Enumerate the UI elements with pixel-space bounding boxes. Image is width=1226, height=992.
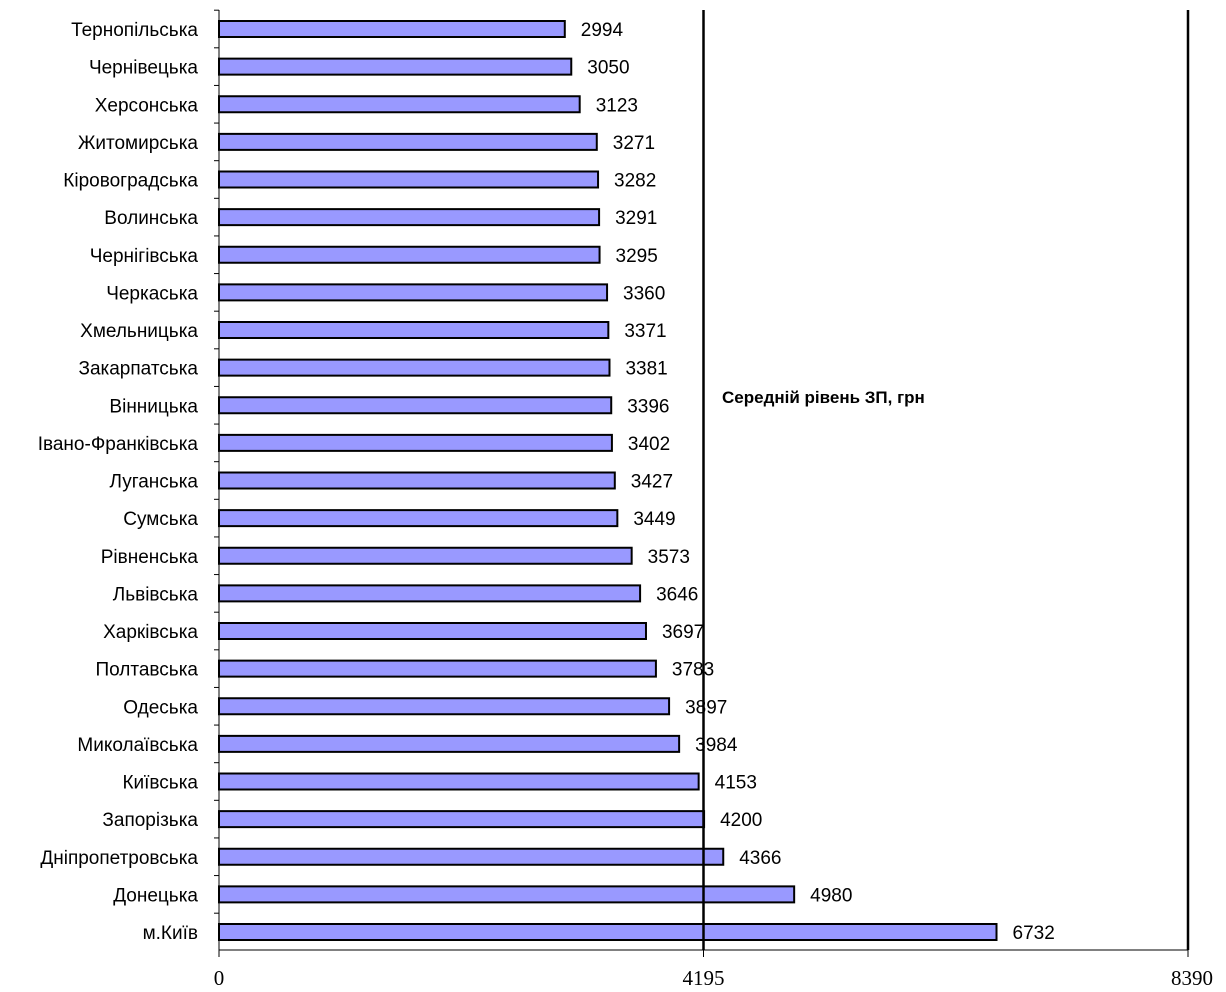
value-label: 6732 [1013, 923, 1055, 944]
value-label: 3050 [587, 58, 629, 79]
category-label: Київська [122, 773, 198, 794]
value-label: 4153 [715, 773, 757, 794]
category-label: Чернігівська [90, 246, 199, 267]
x-tick-label: 8390 [1171, 966, 1213, 990]
average-salary-annotation: Середній рівень ЗП, грн [722, 388, 925, 407]
category-label: Запорізька [102, 810, 198, 831]
bar-13 [218, 471, 616, 490]
bar-6 [218, 208, 601, 227]
category-label: Кіровоградська [63, 171, 198, 192]
bar-12 [218, 433, 613, 452]
value-label: 3271 [613, 133, 655, 154]
value-label: 3783 [672, 660, 714, 681]
bar-24 [218, 885, 796, 904]
category-label: Тернопільська [71, 20, 198, 41]
bar-19 [218, 697, 671, 716]
x-tick-label: 0 [214, 966, 225, 990]
bar-20 [218, 734, 681, 753]
value-label: 4980 [810, 885, 852, 906]
x-tick-label: 4195 [683, 966, 725, 990]
value-label: 3646 [656, 584, 698, 605]
bar-4 [218, 132, 598, 151]
bar-7 [218, 245, 601, 264]
bar-1 [218, 20, 566, 38]
category-label: Житомирська [78, 133, 199, 154]
bar-17 [218, 622, 647, 640]
category-label: Хмельницька [80, 321, 198, 342]
value-label: 3427 [631, 472, 673, 493]
category-label: Закарпатська [78, 359, 198, 380]
category-label: м.Київ [143, 923, 198, 944]
value-label: 3381 [625, 359, 667, 380]
value-label: 3402 [628, 434, 670, 455]
category-label: Черкаська [106, 283, 198, 304]
category-label: Миколаївська [77, 735, 198, 756]
bar-5 [218, 170, 600, 189]
category-label: Рівненська [101, 547, 199, 568]
category-label: Івано-Франківська [38, 434, 199, 455]
category-label: Харківська [103, 622, 198, 643]
category-label: Чернівецька [89, 58, 198, 79]
value-label: 3282 [614, 171, 656, 192]
value-label: 3295 [616, 246, 658, 267]
value-label: 3371 [624, 321, 666, 342]
value-label: 4200 [720, 810, 762, 831]
category-label: Одеська [123, 697, 198, 718]
bars-layer [218, 20, 998, 941]
category-label: Херсонська [95, 95, 199, 116]
value-label: 3396 [627, 396, 669, 417]
value-label: 3697 [662, 622, 704, 643]
category-label: Донецька [113, 885, 198, 906]
bar-2 [218, 57, 573, 76]
category-label: Полтавська [95, 660, 198, 681]
value-label: 4366 [739, 848, 781, 869]
value-label: 2994 [581, 20, 624, 41]
value-label: 3291 [615, 208, 657, 229]
category-label: Сумська [123, 509, 198, 530]
bar-9 [218, 321, 610, 339]
bar-16 [218, 584, 642, 603]
value-label: 3123 [596, 95, 638, 116]
bar-11 [218, 396, 613, 415]
value-label: 3360 [623, 283, 665, 304]
category-label: Волинська [104, 208, 198, 229]
bar-8 [218, 283, 609, 302]
category-label: Луганська [110, 472, 199, 493]
value-label: 3449 [633, 509, 675, 530]
category-label: Львівська [113, 584, 199, 605]
value-label: 3573 [648, 547, 690, 568]
bar-21 [218, 772, 700, 791]
bar-25 [218, 923, 998, 941]
bar-14 [218, 509, 619, 528]
lines-layer [214, 9, 1190, 957]
value-label: 3984 [695, 735, 738, 756]
bar-22 [218, 810, 706, 829]
value-label: 3897 [685, 697, 727, 718]
category-label: Вінницька [109, 396, 198, 417]
labels-layer: Тернопільська 2994 Чернівецька 3050 Херсонсь… [38, 20, 1213, 990]
bar-10 [218, 358, 611, 377]
bar-18 [218, 659, 657, 678]
bar-3 [218, 95, 581, 114]
category-label: Дніпропетровська [40, 848, 198, 869]
bar-23 [218, 847, 725, 866]
bar-15 [218, 546, 633, 565]
